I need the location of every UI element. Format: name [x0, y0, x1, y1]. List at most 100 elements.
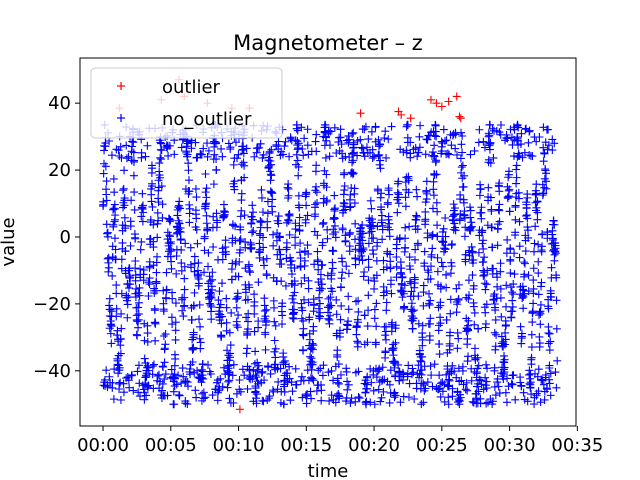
- no-outlier-point: [152, 268, 161, 277]
- no-outlier-point: [167, 246, 176, 255]
- no-outlier-point: [520, 258, 529, 267]
- no-outlier-point: [316, 275, 325, 284]
- no-outlier-point: [243, 325, 252, 334]
- outlier-point: [426, 95, 435, 104]
- no-outlier-point: [373, 242, 382, 251]
- no-outlier-point: [202, 184, 211, 193]
- no-outlier-point: [544, 125, 553, 134]
- no-outlier-point: [267, 171, 276, 180]
- no-outlier-point: [511, 201, 520, 210]
- no-outlier-point: [394, 199, 403, 208]
- no-outlier-point: [489, 153, 498, 162]
- no-outlier-point: [143, 382, 152, 391]
- outlier-point: [456, 114, 465, 123]
- no-outlier-point: [123, 296, 132, 305]
- no-outlier-point: [491, 315, 500, 324]
- no-outlier-point: [106, 305, 115, 314]
- no-outlier-point: [454, 364, 463, 373]
- no-outlier-point: [507, 288, 516, 297]
- no-outlier-point: [281, 281, 290, 290]
- no-outlier-point: [104, 263, 113, 272]
- no-outlier-point: [329, 247, 338, 256]
- no-outlier-point: [261, 345, 270, 354]
- no-outlier-point: [257, 193, 266, 202]
- no-outlier-point: [154, 198, 163, 207]
- no-outlier-point: [447, 258, 456, 267]
- no-outlier-point: [248, 228, 257, 237]
- no-outlier-point: [468, 271, 477, 280]
- no-outlier-point: [377, 203, 386, 212]
- no-outlier-point: [496, 259, 505, 268]
- no-outlier-point: [355, 394, 364, 403]
- no-outlier-point: [129, 386, 138, 395]
- no-outlier-point: [336, 370, 345, 379]
- no-outlier-point: [425, 289, 434, 298]
- no-outlier-point: [351, 254, 360, 263]
- no-outlier-point: [363, 322, 372, 331]
- no-outlier-point: [116, 378, 125, 387]
- no-outlier-point: [152, 279, 161, 288]
- no-outlier-point: [316, 364, 325, 373]
- no-outlier-point: [333, 378, 342, 387]
- no-outlier-point: [547, 239, 556, 248]
- no-outlier-point: [109, 174, 118, 183]
- no-outlier-point: [413, 152, 422, 161]
- no-outlier-point: [135, 291, 144, 300]
- no-outlier-point: [182, 377, 191, 386]
- no-outlier-point: [285, 210, 294, 219]
- no-outlier-point: [484, 183, 493, 192]
- no-outlier-point: [446, 309, 455, 318]
- no-outlier-point: [179, 312, 188, 321]
- no-outlier-point: [488, 124, 497, 133]
- no-outlier-point: [279, 400, 288, 409]
- no-outlier-point: [358, 256, 367, 265]
- no-outlier-point: [448, 384, 457, 393]
- no-outlier-point: [353, 318, 362, 327]
- no-outlier-point: [552, 383, 561, 392]
- outlier-point: [397, 110, 406, 119]
- no-outlier-point: [235, 375, 244, 384]
- no-outlier-point: [501, 335, 510, 344]
- no-outlier-point: [224, 351, 233, 360]
- no-outlier-point: [191, 138, 200, 147]
- no-outlier-point: [344, 380, 353, 389]
- no-outlier-point: [334, 360, 343, 369]
- no-outlier-point: [342, 367, 351, 376]
- no-outlier-point: [517, 129, 526, 138]
- no-outlier-point: [522, 200, 531, 209]
- no-outlier-point: [222, 318, 231, 327]
- no-outlier-point: [364, 291, 373, 300]
- no-outlier-point: [252, 373, 261, 382]
- no-outlier-point: [239, 145, 248, 154]
- no-outlier-point: [327, 269, 336, 278]
- no-outlier-point: [354, 296, 363, 305]
- no-outlier-point: [311, 210, 320, 219]
- outlier-point: [356, 109, 365, 118]
- no-outlier-point: [164, 239, 173, 248]
- no-outlier-point: [449, 225, 458, 234]
- no-outlier-point: [470, 344, 479, 353]
- x-tick-label: 00:35: [551, 435, 603, 456]
- no-outlier-point: [283, 183, 292, 192]
- no-outlier-point: [303, 241, 312, 250]
- no-outlier-point: [466, 213, 475, 222]
- no-outlier-point: [315, 293, 324, 302]
- no-outlier-point: [326, 311, 335, 320]
- outlier-point: [432, 99, 441, 108]
- no-outlier-point: [409, 368, 418, 377]
- no-outlier-point: [533, 215, 542, 224]
- no-outlier-point: [516, 322, 525, 331]
- no-outlier-point: [197, 365, 206, 374]
- no-outlier-point: [322, 196, 331, 205]
- no-outlier-point: [311, 182, 320, 191]
- no-outlier-point: [543, 385, 552, 394]
- no-outlier-point: [540, 395, 549, 404]
- no-outlier-point: [480, 253, 489, 262]
- no-outlier-point: [377, 211, 386, 220]
- no-outlier-point: [250, 297, 259, 306]
- no-outlier-point: [167, 257, 176, 266]
- no-outlier-point: [551, 368, 560, 377]
- no-outlier-point: [315, 299, 324, 308]
- no-outlier-point: [217, 312, 226, 321]
- no-outlier-point: [467, 222, 476, 231]
